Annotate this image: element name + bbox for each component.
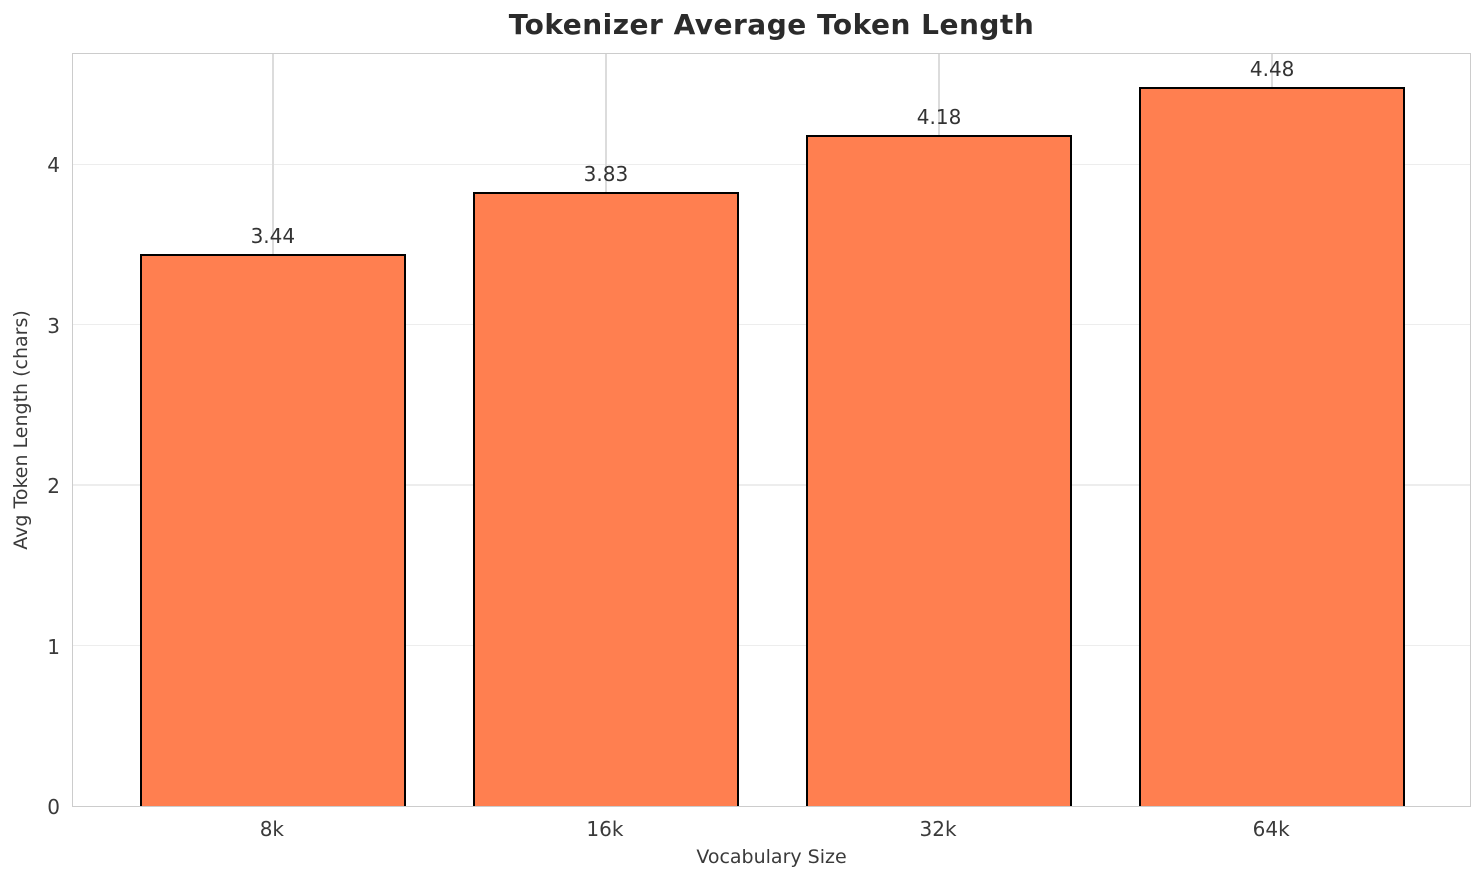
- bar-8k: [139, 254, 407, 806]
- bar-16k: [472, 191, 740, 806]
- y-tick-label: 2: [47, 474, 60, 499]
- x-tick-label-16k: 16k: [586, 817, 624, 841]
- bar-value-label: 4.48: [1249, 57, 1295, 82]
- bar-64k: [1138, 87, 1406, 806]
- gridline-horizontal: [73, 644, 1470, 647]
- gridline-horizontal: [73, 484, 1470, 486]
- y-axis-label: Avg Token Length (chars): [10, 310, 32, 550]
- x-axis-label: Vocabulary Size: [696, 846, 847, 868]
- y-tick-label: 1: [47, 634, 60, 659]
- y-tick-label: 0: [47, 795, 60, 819]
- chart-title: Tokenizer Average Token Length: [508, 8, 1035, 41]
- bar-value-label: 3.44: [250, 224, 296, 249]
- plot-area: 3.44 3.83 4.18 4.48: [72, 53, 1471, 807]
- x-tick-label-8k: 8k: [259, 817, 284, 841]
- y-tick-label: 4: [47, 153, 60, 178]
- x-tick-label-64k: 64k: [1252, 817, 1290, 841]
- bar-32k: [805, 135, 1073, 806]
- bar-value-label: 3.83: [583, 161, 629, 186]
- gridline-horizontal: [73, 323, 1470, 326]
- gridline-horizontal: [73, 163, 1470, 166]
- bar-value-label: 4.18: [916, 105, 962, 130]
- y-tick-label: 3: [47, 313, 60, 338]
- x-tick-label-32k: 32k: [919, 817, 957, 841]
